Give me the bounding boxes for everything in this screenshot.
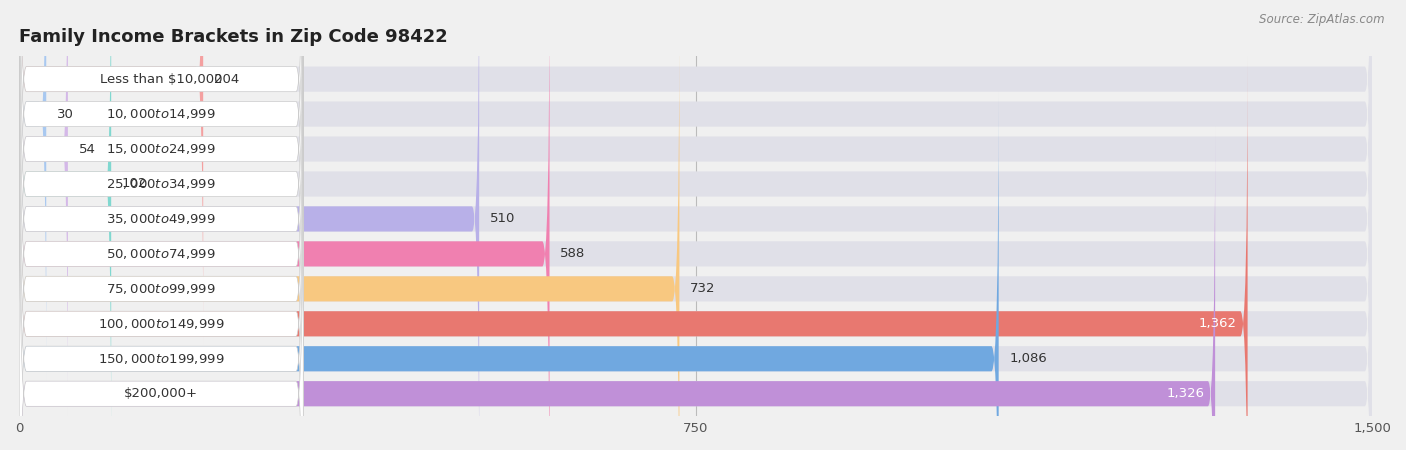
FancyBboxPatch shape: [20, 0, 479, 450]
Text: 588: 588: [561, 248, 585, 261]
Text: $100,000 to $149,999: $100,000 to $149,999: [98, 317, 225, 331]
Text: 30: 30: [58, 108, 75, 121]
Text: Source: ZipAtlas.com: Source: ZipAtlas.com: [1260, 14, 1385, 27]
FancyBboxPatch shape: [20, 126, 304, 450]
FancyBboxPatch shape: [20, 0, 67, 416]
FancyBboxPatch shape: [20, 0, 204, 346]
Text: 1,326: 1,326: [1167, 387, 1205, 400]
Text: 1,086: 1,086: [1010, 352, 1047, 365]
Text: $15,000 to $24,999: $15,000 to $24,999: [107, 142, 217, 156]
Text: $150,000 to $199,999: $150,000 to $199,999: [98, 352, 225, 366]
Text: 54: 54: [79, 143, 96, 156]
FancyBboxPatch shape: [20, 92, 998, 450]
FancyBboxPatch shape: [20, 22, 1372, 450]
Text: 510: 510: [489, 212, 516, 225]
FancyBboxPatch shape: [20, 0, 304, 416]
FancyBboxPatch shape: [20, 0, 1372, 381]
Text: $35,000 to $49,999: $35,000 to $49,999: [107, 212, 217, 226]
FancyBboxPatch shape: [20, 57, 1247, 450]
FancyBboxPatch shape: [20, 92, 1372, 450]
FancyBboxPatch shape: [20, 22, 679, 450]
Text: $10,000 to $14,999: $10,000 to $14,999: [107, 107, 217, 121]
FancyBboxPatch shape: [20, 0, 304, 450]
Text: $50,000 to $74,999: $50,000 to $74,999: [107, 247, 217, 261]
Text: $75,000 to $99,999: $75,000 to $99,999: [107, 282, 217, 296]
FancyBboxPatch shape: [20, 0, 304, 450]
FancyBboxPatch shape: [20, 0, 1372, 416]
FancyBboxPatch shape: [20, 126, 1372, 450]
FancyBboxPatch shape: [20, 0, 111, 450]
FancyBboxPatch shape: [20, 57, 304, 450]
FancyBboxPatch shape: [20, 0, 550, 450]
Text: Family Income Brackets in Zip Code 98422: Family Income Brackets in Zip Code 98422: [20, 28, 449, 46]
Text: 732: 732: [690, 282, 716, 295]
FancyBboxPatch shape: [20, 0, 304, 450]
Text: $25,000 to $34,999: $25,000 to $34,999: [107, 177, 217, 191]
FancyBboxPatch shape: [20, 0, 1372, 450]
FancyBboxPatch shape: [20, 0, 46, 381]
FancyBboxPatch shape: [20, 0, 304, 381]
Text: 1,362: 1,362: [1199, 317, 1237, 330]
Text: 204: 204: [214, 72, 239, 86]
Text: 102: 102: [122, 177, 148, 190]
FancyBboxPatch shape: [20, 0, 1372, 346]
FancyBboxPatch shape: [20, 92, 304, 450]
Text: $200,000+: $200,000+: [124, 387, 198, 400]
FancyBboxPatch shape: [20, 0, 1372, 450]
FancyBboxPatch shape: [20, 57, 1372, 450]
FancyBboxPatch shape: [20, 22, 304, 450]
FancyBboxPatch shape: [20, 0, 304, 346]
Text: Less than $10,000: Less than $10,000: [100, 72, 222, 86]
FancyBboxPatch shape: [20, 0, 1372, 450]
FancyBboxPatch shape: [20, 126, 1215, 450]
